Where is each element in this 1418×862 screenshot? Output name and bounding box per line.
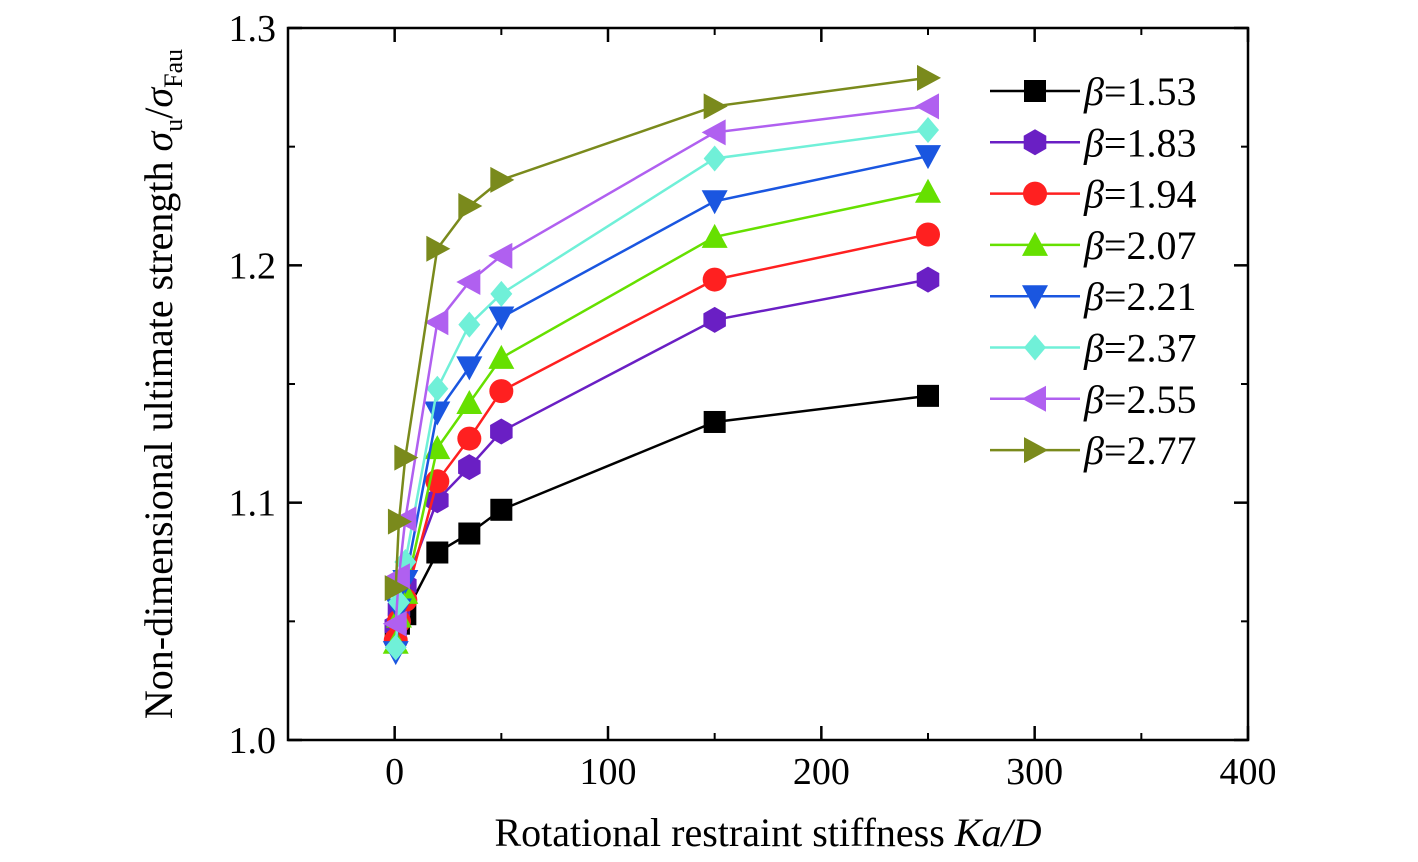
data-point (382, 610, 407, 637)
data-point (426, 375, 449, 402)
data-point (703, 410, 726, 433)
ticks: 0 100 200 300 400 1.0 1.1 1.2 1.3 (229, 8, 1277, 793)
data-point (456, 356, 483, 381)
data-point (916, 222, 940, 247)
data-point (915, 145, 941, 170)
data-point (385, 563, 410, 590)
data-point (424, 401, 451, 426)
data-point (426, 235, 451, 262)
data-point (703, 93, 728, 120)
legend-label: β=1.94 (1083, 172, 1196, 217)
data-point (457, 426, 482, 451)
data-point (917, 64, 941, 91)
data-point (915, 178, 941, 203)
legend-item: β=1.53 (990, 69, 1196, 114)
data-point (701, 190, 728, 215)
y-tick-label: 1.2 (229, 245, 277, 287)
legend-label: β=2.77 (1083, 428, 1196, 473)
x-tick-label: 100 (580, 751, 637, 793)
data-point (458, 454, 481, 481)
data-point (917, 117, 939, 144)
y-tick-label: 1.0 (229, 720, 277, 762)
series-1-53 (384, 384, 939, 642)
legend-label: β=2.37 (1083, 326, 1196, 371)
series-line (394, 105, 929, 624)
y-axis-title: Non-dimensional ultimate strength σu/σFa… (136, 49, 188, 719)
y-tick-label: 1.3 (229, 8, 277, 50)
data-point (488, 344, 515, 369)
data-point (456, 389, 483, 414)
data-point (384, 575, 409, 602)
y-tick-label: 1.1 (229, 483, 277, 525)
data-point (488, 242, 513, 269)
legend-marker (1022, 231, 1048, 256)
data-point (488, 306, 515, 331)
series-line (394, 76, 929, 589)
legend-item: β=2.55 (990, 377, 1196, 422)
data-point (458, 522, 481, 545)
data-point (490, 498, 513, 521)
legend-label: β=2.55 (1083, 377, 1196, 422)
x-tick-label: 400 (1220, 751, 1277, 793)
legend-marker (1024, 437, 1048, 464)
data-point (426, 541, 449, 564)
legend-item: β=1.94 (990, 172, 1196, 217)
x-tick-label: 200 (793, 751, 850, 793)
data-point (702, 267, 727, 292)
data-point (703, 145, 726, 172)
legend-item: β=2.21 (990, 274, 1196, 319)
series-2-77 (384, 64, 941, 602)
legend-label: β=1.53 (1083, 69, 1196, 114)
data-point (384, 634, 407, 661)
legend: β=1.53 β=1.83 β=1.94 β=2.07 β=2.21 β=2.37 β=2.… (990, 69, 1196, 473)
data-point (703, 306, 726, 333)
data-point (490, 166, 515, 193)
data-point (915, 93, 939, 120)
data-point (490, 418, 513, 445)
data-point (458, 311, 481, 338)
plot-area (382, 64, 941, 666)
legend-marker (1024, 334, 1046, 361)
series-line (394, 278, 929, 627)
data-point (456, 268, 481, 295)
data-point (701, 119, 726, 146)
series-line (394, 190, 929, 643)
series-2-37 (384, 117, 939, 661)
x-axis-title: Rotational restraint stiffness Ka/D (495, 810, 1042, 855)
legend-item: β=1.83 (990, 120, 1196, 165)
data-point (490, 280, 513, 307)
x-tick-label: 300 (1006, 751, 1063, 793)
legend-label: β=2.07 (1083, 223, 1196, 268)
data-point (394, 444, 419, 471)
legend-marker (1023, 181, 1047, 206)
legend-label: β=2.21 (1083, 274, 1196, 319)
x-tick-label: 0 (385, 751, 404, 793)
data-point (701, 223, 728, 248)
legend-marker (1023, 129, 1047, 156)
data-point (424, 309, 449, 336)
data-point (426, 487, 449, 514)
data-point (917, 384, 939, 407)
data-point (458, 193, 483, 219)
legend-marker (1024, 80, 1046, 102)
data-point (387, 508, 412, 535)
legend-item: β=2.77 (990, 428, 1196, 473)
data-point (916, 266, 940, 293)
legend-label: β=1.83 (1083, 120, 1196, 165)
legend-marker (1022, 285, 1048, 310)
legend-item: β=2.07 (990, 223, 1196, 268)
legend-item: β=2.37 (990, 326, 1196, 371)
data-point (489, 379, 514, 404)
legend-marker (1022, 385, 1046, 412)
